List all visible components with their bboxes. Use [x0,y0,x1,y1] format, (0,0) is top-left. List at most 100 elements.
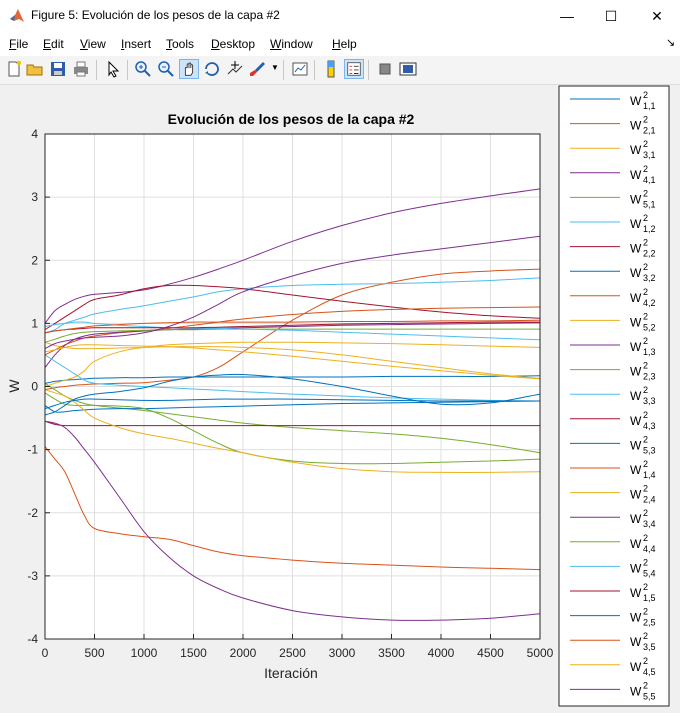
legend-label-sup: 2 [643,361,648,371]
y-tick-label: -2 [27,506,38,520]
menu-insert[interactable]: Insert [121,37,152,51]
close-icon: ✕ [651,8,663,24]
series-line-w2-5-5 [44,235,541,350]
legend-label-base: W [630,365,642,379]
series-line-w2-4-3 [44,420,540,427]
menu-tools[interactable]: Tools [166,37,195,51]
legend-label-sup: 2 [643,557,648,567]
pan-icon[interactable] [179,59,199,79]
x-tick-label: 500 [84,646,104,660]
legend-label-base: W [630,635,642,649]
y-tick-label: 1 [31,316,38,330]
series-line-w2-2-3 [44,392,541,465]
legend-label-sup: 2 [643,533,648,543]
toolbar-separator [127,60,128,80]
close-button[interactable]: ✕ [634,0,680,32]
y-axis-label: W [6,379,22,393]
legend-label-sub: 4,3 [643,421,656,431]
legend-label-base: W [630,291,642,305]
menu-file[interactable]: File [9,37,29,51]
legend[interactable] [558,85,670,707]
menu-view[interactable]: View [80,37,106,51]
zoom-out-icon[interactable] [156,59,176,79]
series-line-w2-3-3 [44,354,541,402]
series-line-w2-4-1 [44,188,541,324]
zoom-in-icon[interactable] [133,59,153,79]
menu-edit[interactable]: Edit [43,37,64,51]
series-line-w2-1-2 [44,277,541,334]
x-tick-label: 3000 [329,646,356,660]
menu-bar: File Edit View Insert Tools Desktop Wind… [0,32,680,56]
legend-label-sub: 2,3 [643,372,656,382]
x-tick-label: 3500 [378,646,405,660]
matlab-logo-icon [10,9,24,22]
legend-label-base: W [630,611,642,625]
x-tick-label: 0 [42,646,49,660]
toolbar-separator [283,60,284,80]
legend-label-sub: 4,1 [643,175,656,185]
legend-label-base: W [630,512,642,526]
legend-label-sup: 2 [643,213,648,223]
maximize-button[interactable]: ☐ [588,0,634,32]
menu-desktop[interactable]: Desktop [211,37,256,51]
legend-label-sub: 1,4 [643,470,656,480]
legend-label-base: W [630,143,642,157]
series-line-w2-1-1 [44,375,541,384]
dock-arrow-icon[interactable]: ↘ [666,37,676,49]
insert-legend-icon[interactable] [344,59,364,79]
hide-plot-tools-icon[interactable] [375,59,395,79]
legend-label-base: W [630,94,642,108]
save-icon[interactable] [48,59,68,79]
legend-label-sup: 2 [643,582,648,592]
brush-icon[interactable] [248,59,268,79]
show-plot-tools-icon[interactable] [398,59,418,79]
legend-label-sub: 5,1 [643,199,656,209]
legend-label-base: W [630,389,642,403]
line-chart[interactable]: 0 500 1000 1500 2000 2500 3000 3500 4000 4500 5000… [0,85,680,708]
x-tick-label: 2500 [279,646,306,660]
legend-label-sup: 2 [643,607,648,617]
figure-canvas: 0 500 1000 1500 2000 2500 3000 3500 4000 4500 5000… [0,85,680,708]
menu-window[interactable]: Window [270,37,313,51]
legend-label-base: W [630,192,642,206]
series-line-w2-4-4 [44,328,540,343]
legend-label-sup: 2 [643,115,648,125]
x-tick-label: 1500 [180,646,207,660]
legend-label-sup: 2 [643,188,648,198]
legend-label-base: W [630,168,642,182]
legend-label-sub: 1,1 [643,101,656,111]
link-plot-icon[interactable] [290,59,310,79]
legend-label-base: W [630,217,642,231]
data-cursor-icon[interactable] [225,59,245,79]
legend-label-sup: 2 [643,631,648,641]
legend-label-base: W [630,119,642,133]
axis-ticks: 0 500 1000 1500 2000 2500 3000 3500 4000 4500 5000… [27,127,553,660]
x-tick-label: 1000 [131,646,158,660]
rotate-3d-icon[interactable] [202,59,222,79]
legend-label-sub: 2,5 [643,618,656,628]
legend-label-sup: 2 [643,656,648,666]
chevron-down-icon[interactable]: ▼ [271,63,279,72]
legend-label-sup: 2 [643,336,648,346]
y-tick-label: 2 [31,253,38,267]
print-icon[interactable] [71,59,91,79]
menu-help[interactable]: Help [332,37,357,51]
legend-label-sub: 3,2 [643,273,656,283]
y-tick-label: -1 [27,443,38,457]
open-file-icon[interactable] [25,59,45,79]
legend-label-sub: 3,1 [643,150,656,160]
legend-label-sup: 2 [643,385,648,395]
new-figure-icon[interactable] [4,59,24,79]
figure-toolbar: ▼ [0,56,680,85]
series-line-w2-4-2 [44,306,541,356]
series-line-w2-5-3 [44,373,541,416]
minimize-button[interactable]: ― [544,0,590,32]
legend-label-sub: 4,4 [643,544,656,554]
insert-colorbar-icon[interactable] [321,59,341,79]
legend-label-sup: 2 [643,164,648,174]
pointer-icon[interactable] [103,59,123,79]
series-line-w2-2-5 [44,398,540,410]
toolbar-separator [314,60,315,80]
maximize-icon: ☐ [604,8,618,24]
window-titlebar: Figure 5: Evolución de los pesos de la c… [0,0,680,32]
